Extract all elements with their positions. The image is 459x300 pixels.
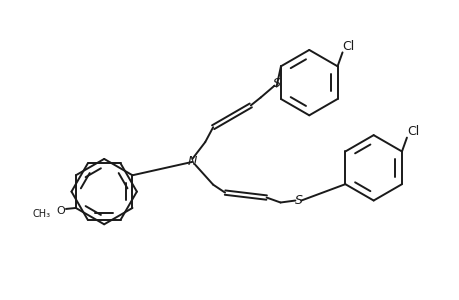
Text: O: O xyxy=(56,206,65,216)
Text: S: S xyxy=(272,77,280,90)
Text: S: S xyxy=(294,194,302,207)
Text: Cl: Cl xyxy=(342,40,354,53)
Text: N: N xyxy=(187,155,196,168)
Text: CH₃: CH₃ xyxy=(33,209,51,219)
Text: Cl: Cl xyxy=(406,125,418,138)
